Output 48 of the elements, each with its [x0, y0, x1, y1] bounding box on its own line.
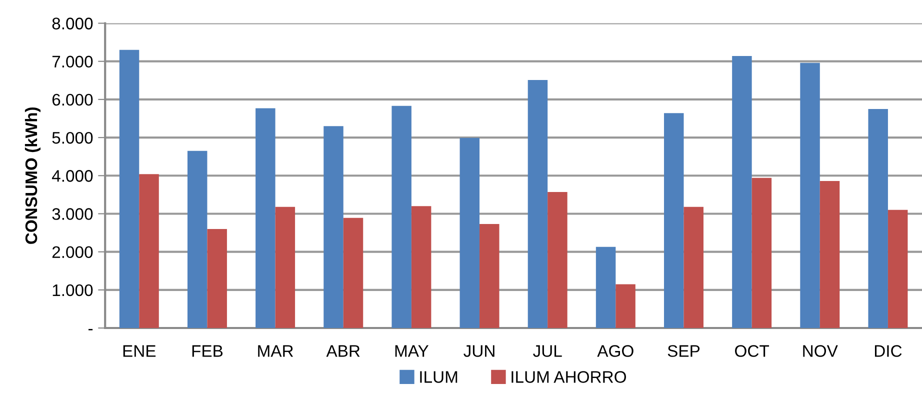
bar [392, 106, 412, 328]
bar [480, 224, 500, 328]
x-tick-label: NOV [803, 345, 838, 357]
bar [343, 218, 364, 328]
x-tick-label: JUN [464, 345, 494, 357]
bar [800, 62, 820, 328]
bar [752, 178, 772, 328]
bar [460, 138, 480, 328]
y-tick-label: 4.000 [52, 170, 93, 182]
y-axis-title: CONSUMO (kWh) [24, 107, 40, 244]
bar [119, 50, 140, 328]
y-tick-label: - [88, 328, 93, 330]
bar [548, 192, 568, 328]
y-tick-label: 5.000 [52, 132, 93, 144]
bar [411, 206, 432, 328]
legend-label: ILUM AHORRO [512, 371, 626, 383]
bar [888, 210, 908, 328]
bar [684, 206, 704, 328]
bar [275, 206, 296, 328]
bar [187, 150, 208, 328]
x-tick-label: ENE [123, 345, 156, 357]
x-tick-label: DIC [874, 345, 902, 357]
y-tick-label: 7.000 [52, 56, 93, 68]
bar [868, 108, 888, 328]
y-tick-label: 6.000 [52, 94, 93, 106]
bar [139, 174, 159, 328]
y-tick-label: 1.000 [52, 284, 93, 296]
y-tick-label: 8.000 [52, 18, 93, 30]
bar [664, 113, 684, 328]
bar [732, 56, 752, 328]
bar [528, 80, 548, 328]
legend-label: ILUM [420, 371, 458, 383]
x-tick-label: MAR [258, 345, 294, 357]
x-tick-label: ABR [326, 345, 360, 357]
bar [820, 180, 840, 328]
x-tick-label: SEP [668, 345, 700, 357]
bar [256, 108, 276, 328]
y-tick-label: 3.000 [52, 208, 93, 220]
x-tick-label: MAY [395, 345, 429, 357]
x-tick-label: FEB [192, 345, 223, 357]
bar [207, 228, 227, 328]
y-tick-label: 2.000 [52, 246, 93, 258]
x-tick-label: OCT [735, 345, 770, 357]
x-tick-label: JUL [533, 345, 562, 357]
bar [616, 284, 636, 328]
bar [596, 246, 616, 328]
bar [324, 126, 344, 328]
x-tick-label: AGO [597, 345, 634, 357]
